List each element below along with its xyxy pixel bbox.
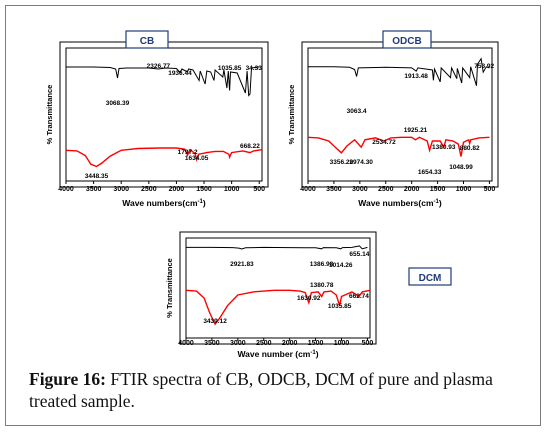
treated-peak-label: 1925.21 (404, 127, 428, 134)
x-axis-label: Wave numbers(cm-1) (358, 198, 442, 208)
x-tick-label: 3500 (204, 340, 220, 347)
treated-peak-label: 1634.05 (185, 155, 209, 162)
x-tick-label: 2500 (141, 186, 157, 193)
x-axis-label: Wave numbers(cm-1) (122, 198, 206, 208)
treated-peak-label: 3439.12 (203, 318, 227, 325)
series-treated (307, 136, 490, 157)
treated-peak-label: 2534.72 (372, 139, 396, 146)
x-tick-label: 1500 (430, 186, 446, 193)
panel-title-box (125, 30, 169, 49)
pure-peak-label: 3063.4 (347, 108, 367, 115)
x-tick-label: 2500 (256, 340, 272, 347)
pure-peak-label: 1936.44 (168, 70, 192, 77)
chart-panel-odcb: ODCB 4000 3500 3000 2500 2000 1500 1000 500 Wave … (287, 30, 499, 208)
pure-peak-label: 1386.98 (310, 261, 334, 268)
treated-peak-label: 662.74 (349, 293, 369, 300)
x-tick-label: 1000 (456, 186, 472, 193)
x-tick-label: 4000 (178, 340, 194, 347)
treated-peak-label: 3448.35 (85, 173, 109, 180)
x-tick-label: 1500 (308, 340, 324, 347)
y-axis-label: % Transmittance (45, 85, 54, 145)
chart-panel-dcm: DCM 4000 3500 3000 2500 2000 1500 1000 500 Wave n… (165, 231, 452, 359)
pure-peak-label: 34.33 (246, 65, 263, 72)
treated-peak-label: 1380.78 (310, 282, 334, 289)
pure-peak-label: 1913.48 (404, 73, 428, 80)
x-tick-label: 3000 (230, 340, 246, 347)
plot-area (185, 237, 371, 339)
series-pure (186, 245, 368, 250)
pure-peak-label: 2326.77 (147, 63, 171, 70)
chart-panel-cb: CB 4000 3500 3000 2500 2000 1500 1000 500 Wave nu… (45, 30, 269, 208)
x-tick-label: 3000 (352, 186, 368, 193)
x-tick-label: 3500 (86, 186, 102, 193)
treated-peak-label: 1630.92 (297, 295, 321, 302)
caption-label: Figure 16: (29, 369, 106, 389)
series-pure (308, 57, 490, 86)
pure-peak-label: 2921.83 (230, 261, 254, 268)
treated-peak-label: 1797.2 (178, 149, 198, 156)
x-tick-label: 1500 (196, 186, 212, 193)
panel-frame (179, 231, 377, 345)
treated-peak-label: 1035.85 (328, 303, 352, 310)
x-tick-label: 2000 (282, 340, 298, 347)
treated-peak-label: 668.22 (240, 143, 260, 150)
x-tick-label: 3500 (326, 186, 342, 193)
x-tick-label: 1000 (224, 186, 240, 193)
pure-peak-label: 3068.39 (106, 100, 130, 107)
treated-peak-label: 880.82 (460, 145, 480, 152)
x-tick-label: 2000 (404, 186, 420, 193)
pure-peak-label: 753.92 (474, 63, 494, 70)
pure-peak-label: 655.14 (349, 251, 369, 258)
series-treated (185, 289, 371, 326)
x-tick-label: 3000 (113, 186, 129, 193)
y-axis-label: % Transmittance (165, 258, 174, 318)
x-tick-label: 1000 (334, 340, 350, 347)
y-axis-label: % Transmittance (287, 85, 296, 145)
panel-title: ODCB (392, 36, 421, 47)
pure-peak-label: 1035.85 (218, 65, 242, 72)
figure-caption: Figure 16: FTIR spectra of CB, ODCB, DCM… (29, 368, 524, 412)
panel-title-box (408, 267, 452, 286)
caption-text: FTIR spectra of CB, ODCB, DCM of pure an… (29, 369, 493, 411)
treated-peak-label: 1380.93 (432, 144, 456, 151)
treated-peak-label: 1654.33 (418, 169, 442, 176)
panel-title: CB (140, 36, 154, 47)
x-tick-label: 2500 (378, 186, 394, 193)
x-tick-label: 500 (362, 340, 374, 347)
treated-peak-label: 1048.99 (449, 164, 473, 171)
figure-frame (5, 5, 541, 426)
x-tick-label: 500 (253, 186, 265, 193)
panel-title: DCM (419, 273, 442, 284)
treated-peak-label: 3356.29 (330, 159, 354, 166)
x-tick-label: 500 (484, 186, 496, 193)
series-pure (66, 66, 260, 97)
panel-title-box (382, 30, 432, 49)
x-tick-label: 4000 (300, 186, 316, 193)
x-axis-label: Wave number (cm-1) (237, 349, 318, 359)
treated-peak-label: 2974.30 (349, 159, 373, 166)
x-tick-label: 4000 (58, 186, 74, 193)
x-tick-label: 2000 (169, 186, 185, 193)
pure-peak-label: 1014.26 (329, 262, 353, 269)
series-treated (65, 147, 263, 168)
